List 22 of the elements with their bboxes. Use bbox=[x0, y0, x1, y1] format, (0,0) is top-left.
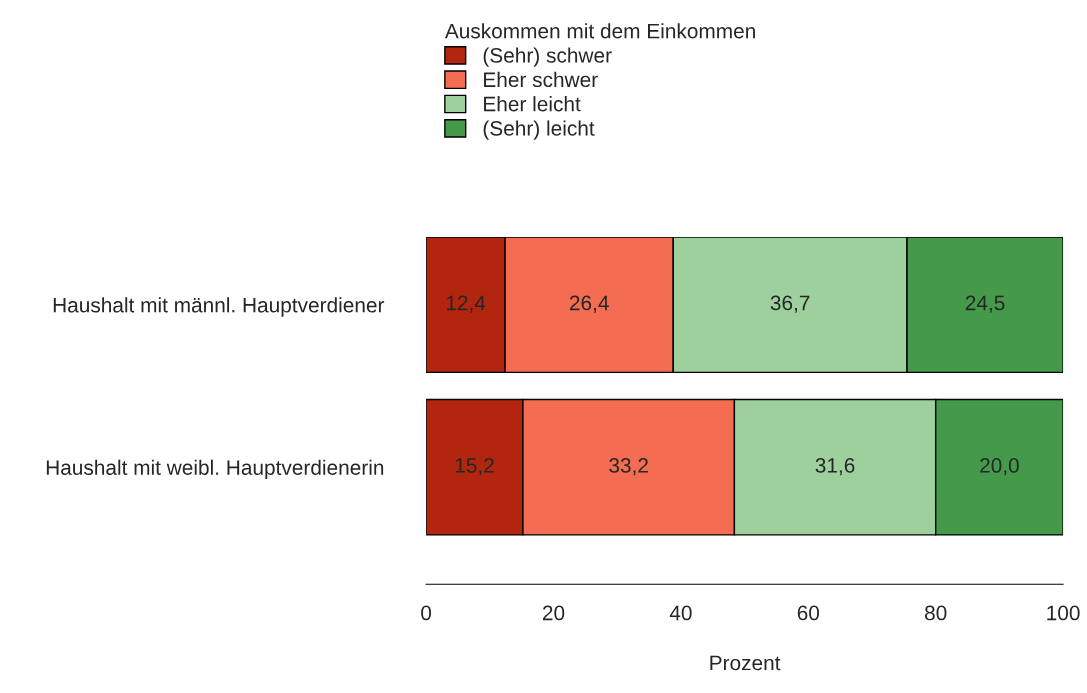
x-tick-label: 40 bbox=[669, 605, 692, 621]
x-tick-label: 80 bbox=[925, 605, 947, 621]
data-label: 20,0 bbox=[980, 458, 1019, 476]
data-label: 31,6 bbox=[815, 458, 855, 476]
legend-label: Eher schwer bbox=[484, 71, 598, 88]
y-tick-label: Haushalt mit weibl. Hauptverdienerin bbox=[46, 459, 384, 480]
x-tick-label: 100 bbox=[1047, 605, 1080, 621]
x-tick-label: 20 bbox=[542, 605, 565, 621]
x-axis-title: Prozent bbox=[710, 655, 781, 671]
legend-title: Auskommen mit dem Einkommen bbox=[444, 23, 755, 39]
legend-label: (Sehr) schwer bbox=[483, 47, 612, 67]
data-label: 33,2 bbox=[609, 458, 648, 476]
legend-label: Eher leicht bbox=[484, 96, 581, 112]
data-label: 36,7 bbox=[770, 295, 810, 313]
data-label: 24,5 bbox=[965, 295, 1005, 313]
x-tick-label: 0 bbox=[421, 605, 432, 621]
data-label: 26,4 bbox=[569, 295, 609, 313]
data-label: 15,2 bbox=[455, 458, 494, 476]
data-label: 12,4 bbox=[446, 295, 486, 313]
y-tick-label: Haushalt mit männl. Hauptverdiener bbox=[53, 297, 385, 317]
legend-label: (Sehr) leicht bbox=[483, 120, 595, 140]
x-tick-label: 60 bbox=[797, 605, 820, 621]
